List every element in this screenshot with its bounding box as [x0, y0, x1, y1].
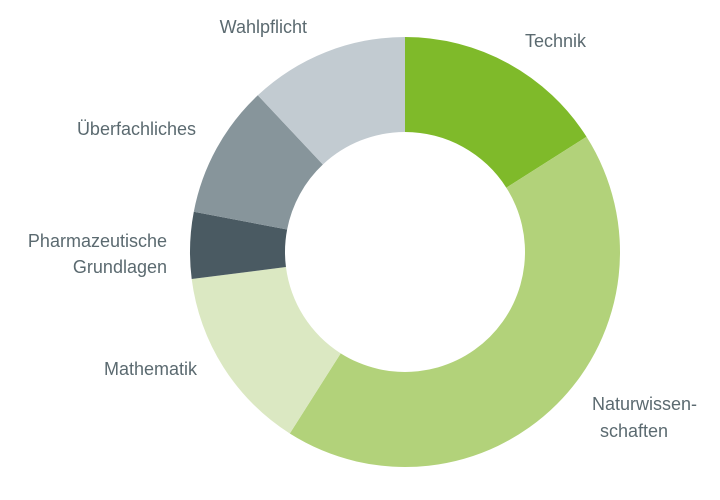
slice-label: Mathematik: [104, 359, 198, 379]
slice-label: Wahlpflicht: [220, 17, 307, 37]
slice-label: Grundlagen: [73, 257, 167, 277]
slice-label: Naturwissen-: [592, 394, 697, 414]
donut-slice: [257, 37, 405, 165]
donut-slice: [289, 136, 620, 467]
slice-label: Pharmazeutische: [28, 231, 167, 251]
donut-slice: [190, 211, 288, 279]
slice-label: Überfachliches: [77, 119, 196, 139]
slice-label: Technik: [525, 31, 587, 51]
donut-slice: [405, 37, 587, 188]
donut-slice: [193, 95, 323, 230]
slice-label: schaften: [600, 421, 668, 441]
donut-slice: [191, 267, 341, 434]
